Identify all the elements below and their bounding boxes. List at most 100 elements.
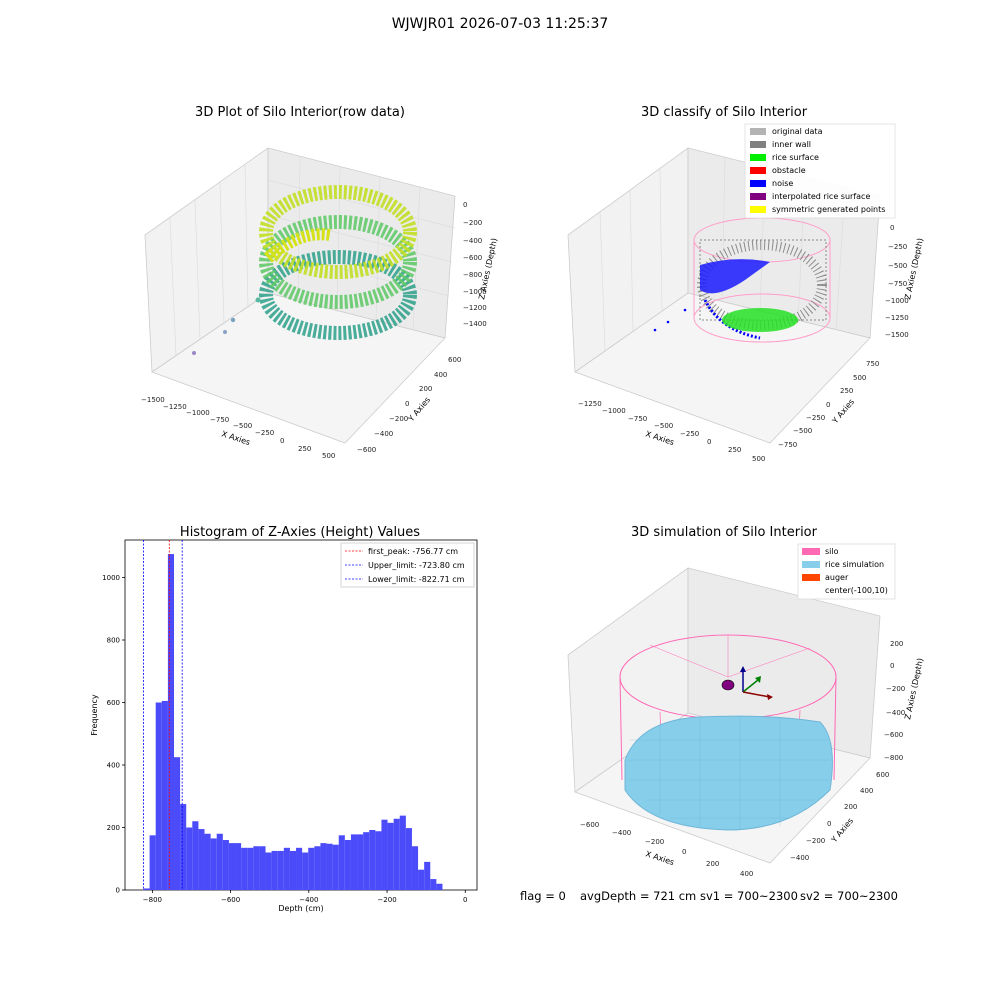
svg-text:−400: −400 <box>886 709 905 717</box>
legend-item-silo: silo <box>802 547 839 556</box>
svg-text:−400: −400 <box>790 854 809 862</box>
x-tick-label: −400 <box>299 896 318 904</box>
svg-text:0: 0 <box>405 400 409 408</box>
svg-text:400: 400 <box>860 787 873 795</box>
svg-text:−200: −200 <box>645 838 664 846</box>
histogram-bar <box>204 833 211 890</box>
svg-text:250: 250 <box>728 446 741 454</box>
svg-text:−1000: −1000 <box>885 297 909 305</box>
y-tick-label: 1000 <box>102 574 120 582</box>
svg-text:−250: −250 <box>888 243 907 251</box>
rice-simulation-surface <box>624 715 833 831</box>
histogram-bar <box>436 883 443 890</box>
svg-text:center(-100,10): center(-100,10) <box>825 586 888 595</box>
svg-text:−500: −500 <box>654 422 673 430</box>
classify-panel-title: 3D classify of Silo Interior <box>641 105 808 120</box>
simulation-y-axis-label: Y Axies <box>829 816 855 845</box>
svg-text:−750: −750 <box>778 441 797 449</box>
svg-text:−400: −400 <box>463 237 482 245</box>
legend-item-rice-surface: rice surface <box>750 153 819 162</box>
histogram-bar <box>369 830 376 890</box>
legend-item-rice-simulation: rice simulation <box>802 560 884 569</box>
histogram-bar <box>241 847 248 890</box>
svg-text:500: 500 <box>322 452 335 460</box>
x-tick-label: −200 <box>377 896 396 904</box>
histogram-bar <box>363 832 370 890</box>
svg-text:200: 200 <box>844 803 857 811</box>
svg-text:0: 0 <box>827 820 831 828</box>
histogram-bar <box>277 850 284 890</box>
histogram-bar <box>265 852 272 890</box>
footer-flag: flag = 0 <box>520 889 566 903</box>
svg-text:250: 250 <box>298 445 311 453</box>
rice-surface-mesh <box>628 716 830 830</box>
histogram-bar <box>186 827 193 890</box>
svg-text:−800: −800 <box>463 271 482 279</box>
svg-text:−750: −750 <box>628 415 647 423</box>
histogram-ticks: −800 −600 −400 −200 0 0 200 400 600 800 1000 <box>102 574 467 904</box>
histogram-bar <box>302 852 309 890</box>
histogram-x-axis-label: Depth (cm) <box>278 904 323 913</box>
histogram-bar <box>344 840 351 890</box>
x-tick-label: 0 <box>463 896 467 904</box>
svg-text:−500: −500 <box>233 422 252 430</box>
histogram-bar <box>222 840 229 890</box>
histogram-bar <box>155 702 162 890</box>
histogram-bar <box>387 822 394 890</box>
svg-text:500: 500 <box>752 455 765 463</box>
svg-text:−1400: −1400 <box>463 320 487 328</box>
raw-panel-title: 3D Plot of Silo Interior(row data) <box>195 105 405 120</box>
raw-point-cloud <box>192 185 417 355</box>
svg-text:500: 500 <box>853 374 866 382</box>
histogram-bar <box>350 834 358 890</box>
svg-text:200: 200 <box>706 860 719 868</box>
histogram-bar <box>161 700 168 890</box>
svg-text:0: 0 <box>707 438 711 446</box>
svg-text:−250: −250 <box>255 429 274 437</box>
histogram-bar <box>210 838 217 890</box>
histogram-bar <box>253 846 260 890</box>
legend-item-obstacle: obstacle <box>750 166 806 175</box>
svg-text:−600: −600 <box>884 731 903 739</box>
svg-text:600: 600 <box>448 356 461 364</box>
classify-legend: original data inner wall rice surface ob… <box>744 123 896 219</box>
legend-item-upper-limit: Upper_limit: -723.80 cm <box>345 561 465 570</box>
histogram-bar <box>296 847 303 890</box>
histogram-legend: first_peak: -756.77 cm Upper_limit: -723… <box>340 542 475 588</box>
svg-text:interpolated rice surface: interpolated rice surface <box>772 192 870 201</box>
svg-text:noise: noise <box>772 179 793 188</box>
simulation-x-axis-label: X Axies <box>644 849 675 867</box>
svg-text:−400: −400 <box>612 829 631 837</box>
svg-text:−1200: −1200 <box>463 304 487 312</box>
svg-text:0: 0 <box>280 437 284 445</box>
simulation-legend: silo rice simulation auger center(-100,1… <box>797 543 896 600</box>
svg-text:Lower_limit: -822.71 cm: Lower_limit: -822.71 cm <box>368 575 465 584</box>
auger-marker <box>721 666 773 700</box>
legend-item-lower-limit: Lower_limit: -822.71 cm <box>345 575 465 584</box>
legend-item-original-data: original data <box>750 127 823 136</box>
svg-text:symmetric generated points: symmetric generated points <box>772 205 885 214</box>
histogram-bar <box>198 829 205 890</box>
raw-x-tick-labels: −1500−1250 −1000−750 −500−250 0 250 500 <box>141 396 335 460</box>
y-tick-label: 800 <box>107 637 120 645</box>
legend-item-center: center(-100,10) <box>825 586 888 595</box>
x-tick-label: −600 <box>221 896 240 904</box>
histogram-bar <box>430 879 437 890</box>
svg-text:first_peak: -756.77 cm: first_peak: -756.77 cm <box>368 547 458 556</box>
svg-text:−1500: −1500 <box>141 396 165 404</box>
svg-text:−1250: −1250 <box>578 400 602 408</box>
footer-avg-depth: avgDepth = 721 cm <box>580 889 697 903</box>
svg-text:original data: original data <box>772 127 823 136</box>
svg-text:auger: auger <box>825 573 849 582</box>
histogram-bar <box>259 846 266 890</box>
histogram-reference-lines <box>143 540 183 890</box>
simulation-z-axis-label: Z Axies (Depth) <box>903 657 925 720</box>
histogram-bar <box>375 831 382 890</box>
x-tick-label: −800 <box>143 896 162 904</box>
